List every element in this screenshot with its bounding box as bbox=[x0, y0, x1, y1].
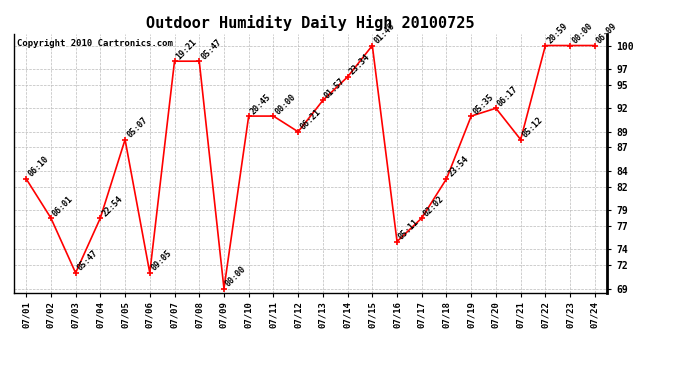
Text: 05:47: 05:47 bbox=[76, 249, 99, 273]
Title: Outdoor Humidity Daily High 20100725: Outdoor Humidity Daily High 20100725 bbox=[146, 15, 475, 31]
Text: 02:02: 02:02 bbox=[422, 194, 446, 218]
Text: 06:09: 06:09 bbox=[595, 21, 619, 45]
Text: 05:07: 05:07 bbox=[125, 116, 149, 140]
Text: 20:45: 20:45 bbox=[248, 92, 273, 116]
Text: 06:10: 06:10 bbox=[26, 155, 50, 179]
Text: 05:47: 05:47 bbox=[199, 37, 224, 61]
Text: 01:57: 01:57 bbox=[323, 76, 347, 101]
Text: 05:11: 05:11 bbox=[397, 217, 421, 242]
Text: 23:34: 23:34 bbox=[348, 53, 372, 77]
Text: 19:21: 19:21 bbox=[175, 37, 199, 61]
Text: 23:54: 23:54 bbox=[446, 155, 471, 179]
Text: 22:54: 22:54 bbox=[100, 194, 124, 218]
Text: 20:59: 20:59 bbox=[545, 21, 569, 45]
Text: 06:21: 06:21 bbox=[298, 108, 322, 132]
Text: 06:01: 06:01 bbox=[51, 194, 75, 218]
Text: 00:00: 00:00 bbox=[570, 21, 594, 45]
Text: 00:00: 00:00 bbox=[273, 92, 297, 116]
Text: 05:35: 05:35 bbox=[471, 92, 495, 116]
Text: 09:05: 09:05 bbox=[150, 249, 174, 273]
Text: 01:46: 01:46 bbox=[373, 21, 396, 45]
Text: Copyright 2010 Cartronics.com: Copyright 2010 Cartronics.com bbox=[17, 39, 172, 48]
Text: 00:00: 00:00 bbox=[224, 264, 248, 289]
Text: 05:12: 05:12 bbox=[521, 116, 544, 140]
Text: 06:17: 06:17 bbox=[496, 84, 520, 108]
